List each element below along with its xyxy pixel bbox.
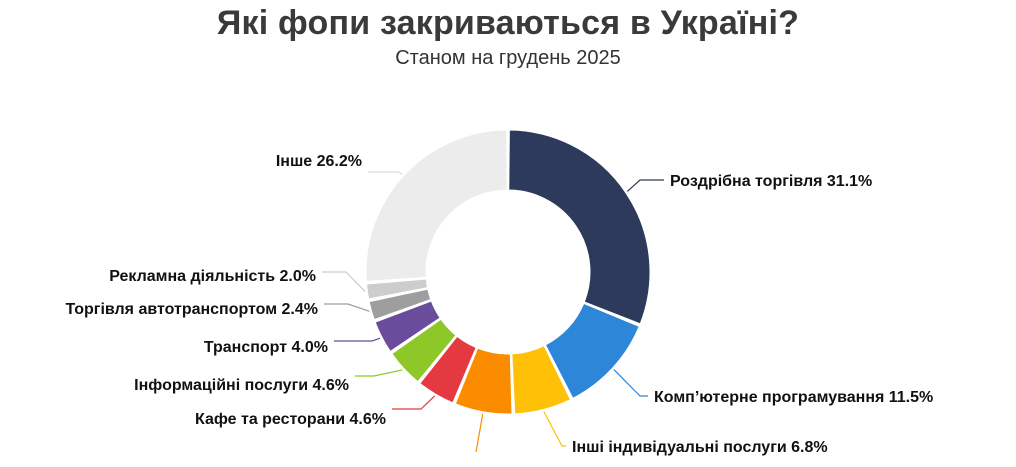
slice-комп-ютерне-програмування bbox=[544, 302, 640, 399]
slice-інше bbox=[365, 129, 508, 282]
leader-торгівля-автотранспортом bbox=[324, 303, 370, 312]
label-транспорт: Транспорт 4.0% bbox=[204, 339, 328, 356]
label-роздрібна-торгівля: Роздрібна торгівля 31.1% bbox=[670, 173, 872, 190]
label-інші-індивідуальні-послуги: Інші індивідуальні послуги 6.8% bbox=[572, 439, 828, 456]
chart-title: Які фопи закриваються в Україні? bbox=[216, 4, 800, 42]
label-name: Кафе та ресторани bbox=[195, 411, 350, 428]
leader-кафе-та-ресторани bbox=[392, 395, 436, 410]
label-value: 2.4% bbox=[282, 301, 318, 318]
label-кафе-та-ресторани: Кафе та ресторани 4.6% bbox=[195, 411, 386, 428]
label-value: 11.5% bbox=[889, 389, 933, 406]
slice-транспорт bbox=[374, 300, 441, 352]
label-name: Рекламна діяльність bbox=[109, 268, 279, 285]
leader-роздрібна-торгівля bbox=[626, 179, 664, 192]
slice-slice-3 bbox=[454, 347, 513, 415]
label-name: Інші індивідуальні послуги bbox=[572, 439, 791, 456]
leader-рекламна-діяльність bbox=[322, 271, 366, 293]
label-name: Торгівля автотранспортом bbox=[65, 301, 281, 318]
leader-інформаційні-послуги bbox=[355, 369, 403, 377]
slice-labels: Роздрібна торгівля 31.1% Комп’ютерне прог… bbox=[65, 153, 933, 456]
label-value: 6.8% bbox=[791, 439, 827, 456]
leader-інші-індивідуальні-послуги bbox=[543, 411, 566, 447]
label-name: Інше bbox=[276, 153, 317, 170]
leader-slice-3 bbox=[475, 413, 484, 453]
slice-роздрібна-торгівля bbox=[508, 129, 651, 325]
label-інформаційні-послуги: Інформаційні послуги 4.6% bbox=[134, 377, 349, 394]
slice-інформаційні-послуги bbox=[391, 318, 457, 383]
label-інше: Інше 26.2% bbox=[276, 153, 362, 170]
label-комп-ютерне-програмування: Комп’ютерне програмування 11.5% bbox=[654, 389, 933, 406]
label-value: 31.1% bbox=[827, 173, 872, 190]
slice-інші-індивідуальні-послуги bbox=[511, 345, 571, 415]
leader-lines bbox=[322, 171, 664, 453]
label-рекламна-діяльність: Рекламна діяльність 2.0% bbox=[109, 268, 316, 285]
leader-комп-ютерне-програмування bbox=[613, 369, 648, 397]
leader-транспорт bbox=[334, 337, 381, 342]
slice-кафе-та-ресторани bbox=[419, 335, 477, 404]
label-name: Інформаційні послуги bbox=[134, 377, 312, 394]
label-value: 4.0% bbox=[292, 339, 328, 356]
label-торгівля-автотранспортом: Торгівля автотранспортом 2.4% bbox=[65, 301, 318, 318]
label-value: 4.6% bbox=[350, 411, 386, 428]
slice-рекламна-діяльність bbox=[366, 278, 428, 300]
chart-subtitle: Станом на грудень 2025 bbox=[395, 47, 621, 69]
label-name: Транспорт bbox=[204, 339, 292, 356]
slice-торгівля-автотранспортом bbox=[368, 288, 432, 321]
label-value: 4.6% bbox=[313, 377, 349, 394]
label-name: Роздрібна торгівля bbox=[670, 173, 827, 190]
donut-slices bbox=[365, 129, 651, 415]
label-name: Комп’ютерне програмування bbox=[654, 389, 889, 406]
label-value: 26.2% bbox=[317, 153, 362, 170]
leader-інше bbox=[368, 171, 403, 175]
label-value: 2.0% bbox=[280, 268, 316, 285]
